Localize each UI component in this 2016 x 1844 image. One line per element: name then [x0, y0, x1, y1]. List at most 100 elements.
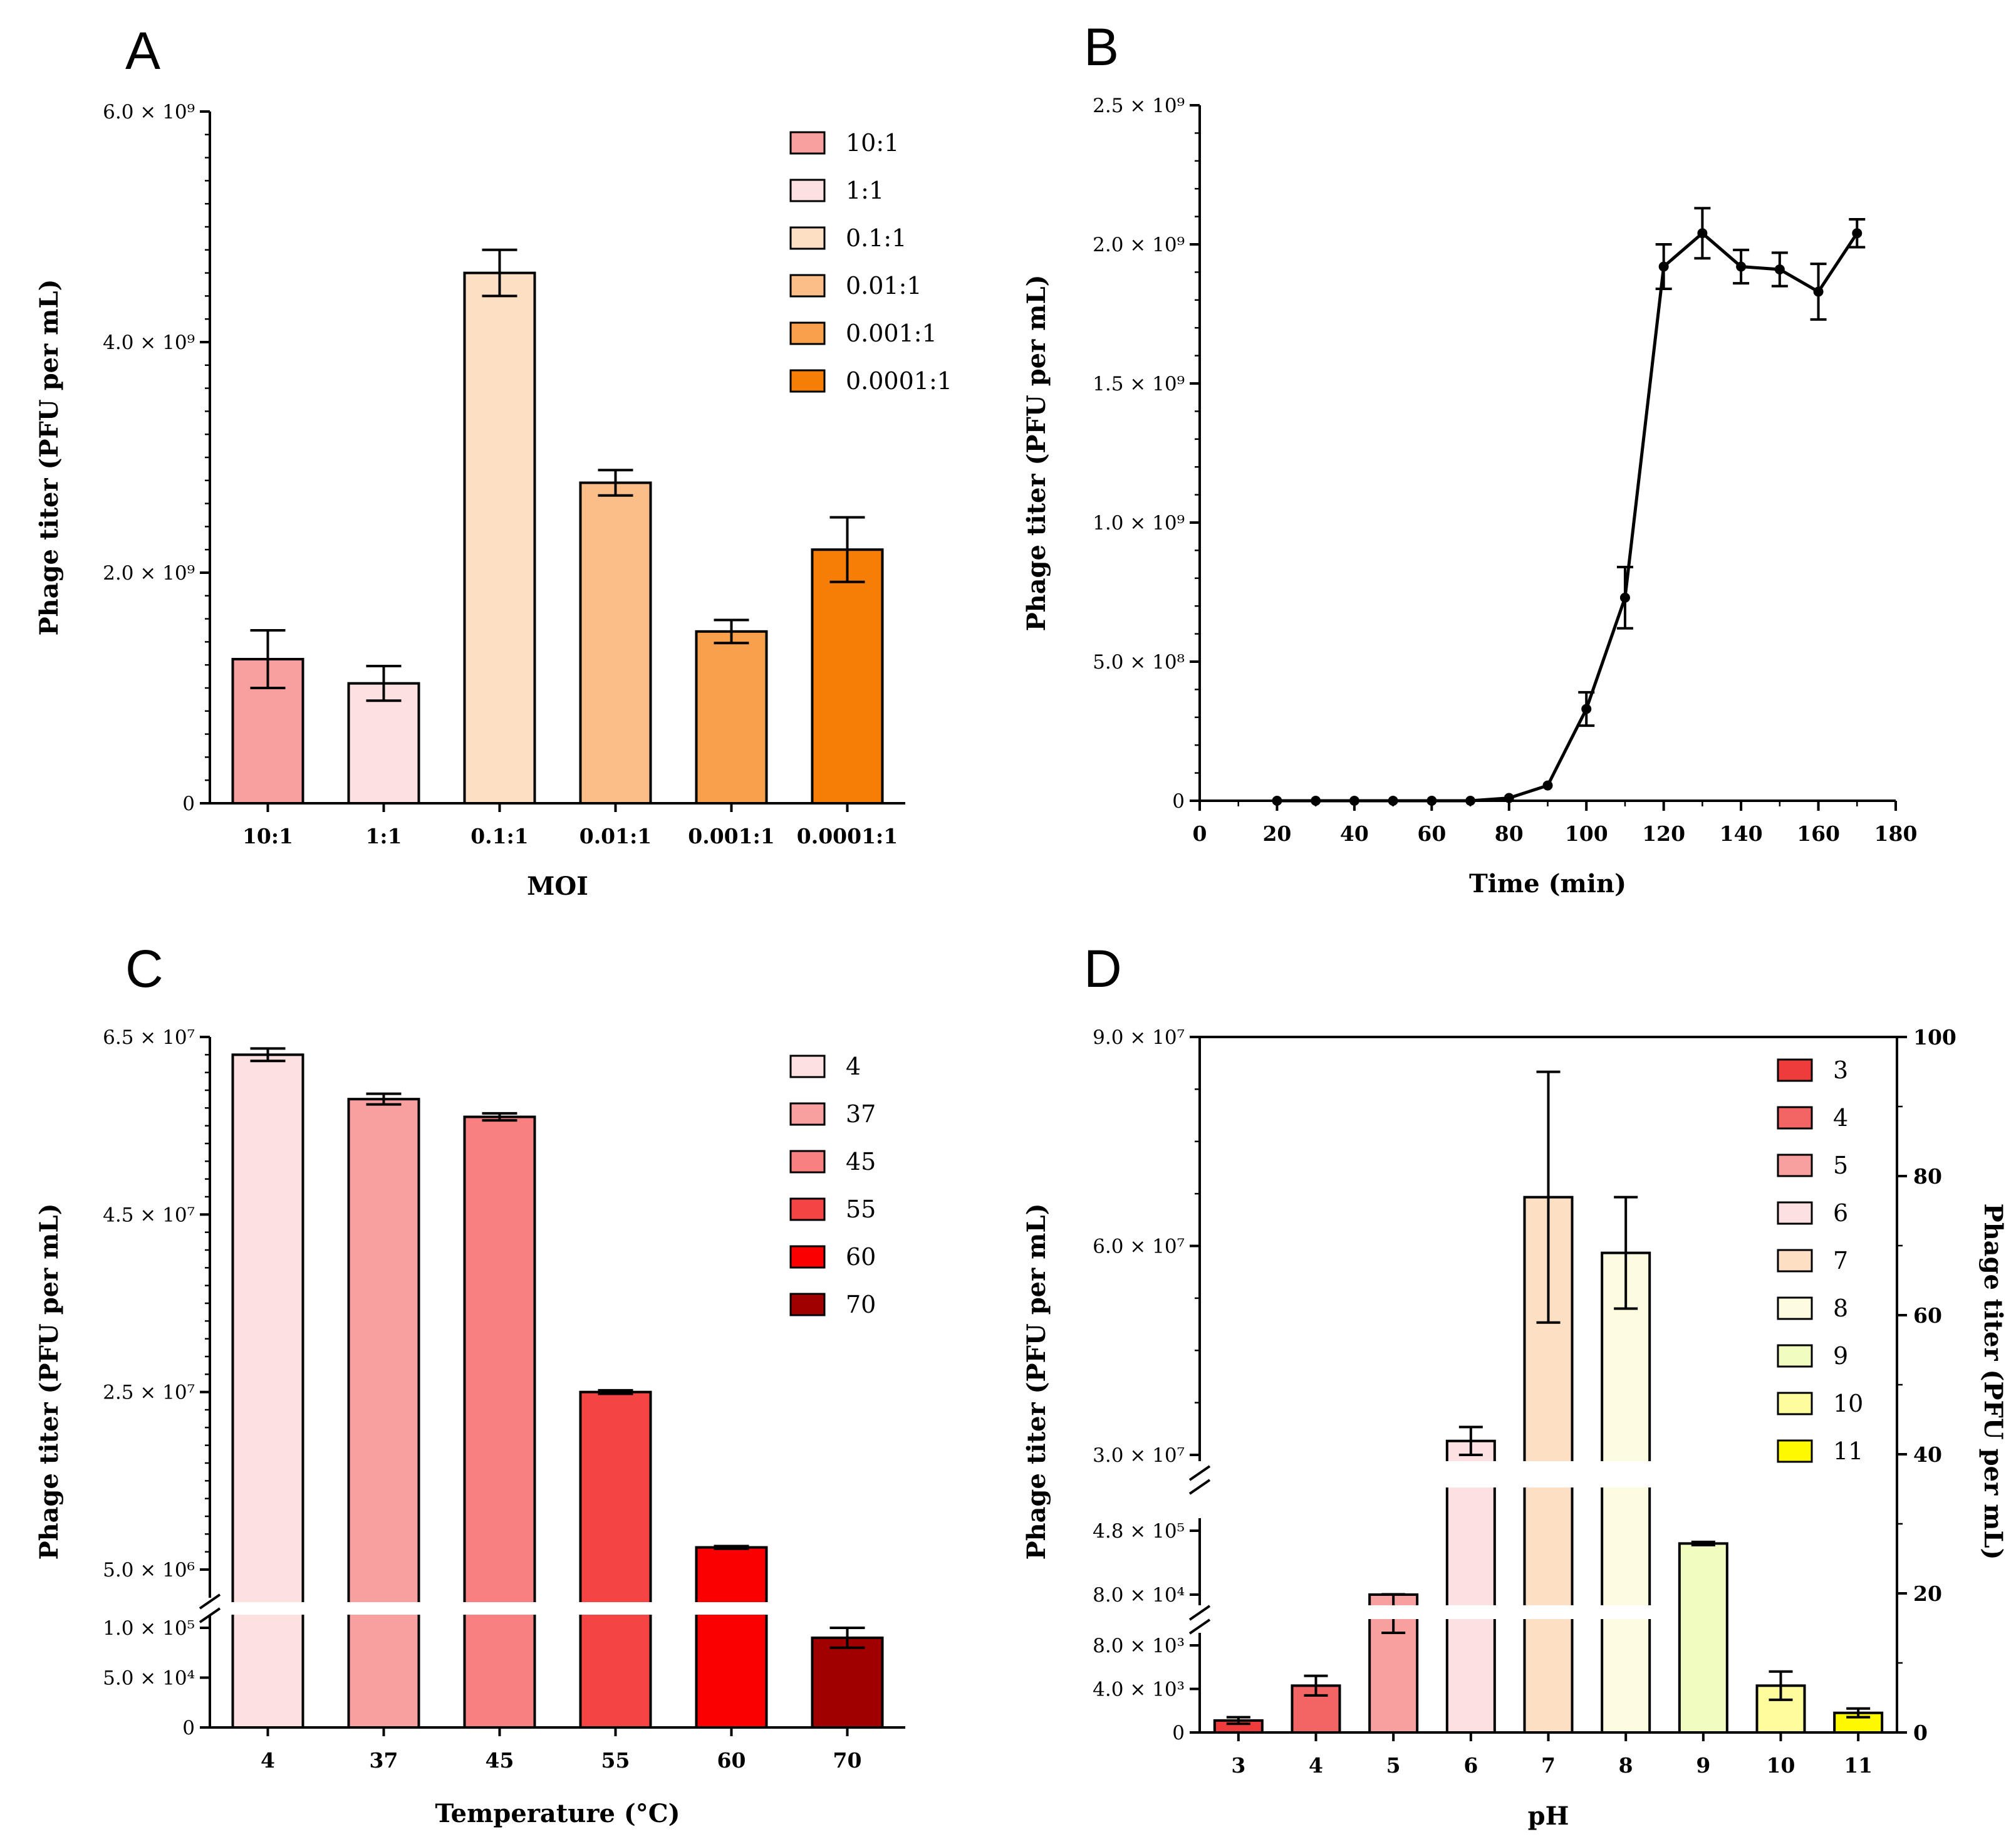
- legend-label: 4: [846, 1053, 861, 1080]
- legend-label: 0.1:1: [846, 224, 907, 252]
- legend-swatch: [1777, 1344, 1813, 1368]
- panel-letter: B: [1084, 18, 1119, 76]
- data-point: [1697, 228, 1708, 239]
- axis-break-mark: [1188, 1618, 1211, 1635]
- axis-break-mark: [199, 1607, 221, 1623]
- legend-swatch: [789, 274, 826, 298]
- y-tick-label: 5.0 × 10⁴: [103, 1667, 195, 1690]
- legend-swatch: [789, 321, 826, 345]
- x-tick-label: 0: [1193, 821, 1207, 846]
- y2-tick-label: 20: [1913, 1581, 1942, 1606]
- legend-swatch: [789, 1055, 826, 1078]
- bar: [1755, 1684, 1806, 1734]
- y2-tick-label: 60: [1913, 1303, 1942, 1328]
- legend-label: 0.01:1: [846, 272, 922, 300]
- x-axis-label: Temperature (°C): [435, 1799, 680, 1828]
- x-tick-label: 10: [1767, 1753, 1795, 1778]
- x-tick-label: 0.001:1: [688, 824, 774, 848]
- legend-swatch: [1777, 1106, 1813, 1130]
- legend-label: 1:1: [846, 177, 884, 204]
- y-tick-label: 6.5 × 10⁷: [103, 1026, 195, 1049]
- bar: [463, 1115, 536, 1729]
- bar: [695, 630, 768, 805]
- axis-break-gap: [1178, 1461, 1660, 1487]
- y-tick-label: 2.0 × 10⁹: [1093, 234, 1185, 256]
- x-tick-label: 160: [1797, 821, 1840, 846]
- x-tick-label: 140: [1720, 821, 1763, 846]
- x-tick-label: 120: [1642, 821, 1685, 846]
- axis-break-gap: [1178, 1605, 1660, 1619]
- panel-letter: D: [1084, 939, 1122, 998]
- legend-swatch: [789, 1245, 826, 1269]
- legend-swatch: [789, 1150, 826, 1174]
- x-tick-label: 11: [1844, 1753, 1873, 1778]
- legend-swatch: [789, 1293, 826, 1316]
- legend-label: 4: [1833, 1104, 1848, 1132]
- panel-c: C 5.0 × 10⁶ 2.5 × 10⁷ 4.5 × 10⁷ 6.5 × 10⁷ 0 5.…: [34, 939, 908, 1828]
- legend-label: 0.0001:1: [846, 367, 952, 395]
- x-tick-label: 0.0001:1: [797, 824, 898, 848]
- legend-label: 9: [1833, 1342, 1848, 1370]
- y-axis-label: Phage titer (PFU per mL): [1978, 1203, 2008, 1560]
- y2-tick-label: 80: [1913, 1164, 1942, 1189]
- axis-break-mark: [1188, 1465, 1211, 1481]
- legend-swatch: [1777, 1154, 1813, 1177]
- y-axis-label: Phage titer (PFU per mL): [1022, 274, 1051, 631]
- legend-label: 45: [846, 1148, 876, 1175]
- y2-tick-label: 40: [1913, 1442, 1942, 1467]
- legend-label: 5: [1833, 1152, 1848, 1179]
- y-axis-label: Phage titer (PFU per mL): [34, 1203, 64, 1560]
- x-tick-label: 100: [1565, 821, 1608, 846]
- x-tick-label: 1:1: [365, 824, 402, 848]
- x-tick-label: 37: [370, 1748, 398, 1773]
- axis-break-mark: [1188, 1479, 1211, 1495]
- x-tick-label: 0.01:1: [579, 824, 652, 848]
- bar: [231, 1053, 304, 1729]
- x-tick-label: 60: [1417, 821, 1446, 846]
- bar: [463, 271, 536, 805]
- y-tick-label: 5.0 × 10⁸: [1093, 651, 1185, 674]
- legend-swatch: [1777, 1296, 1813, 1320]
- x-tick-label: 4: [261, 1748, 275, 1773]
- legend-swatch: [1777, 1249, 1813, 1273]
- legend-swatch: [1777, 1392, 1813, 1415]
- data-point: [1581, 704, 1592, 714]
- legend-label: 55: [846, 1195, 876, 1223]
- x-tick-label: 0.1:1: [470, 824, 529, 848]
- x-axis-label: MOI: [527, 872, 588, 901]
- data-point: [1736, 261, 1747, 272]
- y-tick-label: 2.5 × 10⁹: [1093, 95, 1185, 117]
- data-point: [1349, 796, 1359, 806]
- x-axis-label: Time (min): [1469, 869, 1626, 899]
- legend-label: 6: [1833, 1199, 1848, 1227]
- axis-break-mark: [1188, 1605, 1211, 1621]
- legend-label: 8: [1833, 1294, 1848, 1322]
- bar: [579, 481, 652, 805]
- y-tick-label: 1.5 × 10⁹: [1093, 373, 1185, 395]
- y-tick-label: 4.0 × 10³: [1093, 1679, 1185, 1701]
- legend-label: 3: [1833, 1056, 1848, 1084]
- y-tick-label: 0: [182, 1717, 195, 1739]
- y-tick-label: 4.5 × 10⁷: [103, 1204, 195, 1226]
- legend-label: 10:1: [846, 129, 899, 157]
- data-point: [1504, 793, 1514, 803]
- legend-swatch: [789, 369, 826, 393]
- x-tick-label: 40: [1340, 821, 1369, 846]
- x-tick-label: 3: [1231, 1753, 1245, 1778]
- data-point: [1852, 228, 1863, 239]
- legend-label: 0.001:1: [846, 320, 937, 347]
- data-point: [1619, 592, 1630, 603]
- y-tick-label: 0: [1172, 790, 1185, 813]
- series-line: [1277, 231, 1859, 803]
- data-point: [1465, 796, 1476, 806]
- legend-swatch: [1777, 1201, 1813, 1225]
- legend-label: 60: [846, 1243, 876, 1271]
- y-tick-label: 1.0 × 10⁵: [103, 1617, 195, 1640]
- axis-break-gap: [188, 1602, 908, 1615]
- x-tick-label: 70: [833, 1748, 862, 1773]
- bar: [579, 1390, 652, 1729]
- x-tick-label: 7: [1541, 1753, 1556, 1778]
- bar: [1601, 1251, 1651, 1734]
- data-point: [1426, 796, 1437, 806]
- x-tick-label: 8: [1619, 1753, 1633, 1778]
